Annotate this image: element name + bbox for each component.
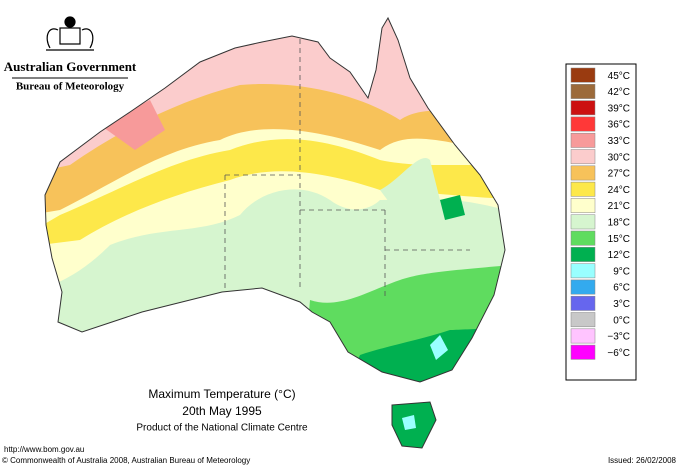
legend-label: 21°C: [608, 201, 630, 212]
legend-swatch: [570, 181, 596, 197]
legend-label: 36°C: [608, 120, 630, 131]
org-subtitle: Bureau of Meteorology: [16, 81, 125, 93]
legend-swatch: [570, 230, 596, 246]
legend-label: 0°C: [613, 315, 630, 326]
legend-label: 30°C: [608, 152, 630, 163]
legend-swatch: [570, 100, 596, 116]
legend-label: 3°C: [613, 299, 630, 310]
legend-label: 12°C: [608, 250, 630, 261]
legend-swatch: [570, 149, 596, 165]
legend: 45°C 42°C 39°C 36°C 33°C 30°C 27°C 24°C 21°C 18°C…: [570, 67, 630, 360]
legend-label: 39°C: [608, 103, 630, 114]
legend-label: 24°C: [608, 185, 630, 196]
legend-swatch: [570, 214, 596, 230]
org-title: Australian Government: [4, 59, 137, 74]
legend-swatch: [570, 84, 596, 99]
legend-swatch: [570, 247, 596, 262]
legend-swatch: [570, 295, 596, 311]
legend-label: 18°C: [608, 217, 630, 228]
legend-label: 6°C: [613, 283, 630, 294]
legend-swatch: [570, 116, 596, 132]
legend-swatch: [570, 312, 596, 328]
emblem: [46, 16, 94, 51]
legend-swatch: [570, 328, 596, 344]
legend-swatch: [570, 198, 596, 213]
legend-label: 9°C: [613, 266, 630, 277]
tasmania-cold: [402, 415, 416, 430]
legend-label: −6°C: [607, 348, 630, 359]
legend-swatch: [570, 132, 596, 148]
legend-swatch: [570, 279, 596, 295]
map-date: 20th May 1995: [182, 404, 262, 418]
legend-label: 45°C: [608, 71, 630, 82]
map-title: Maximum Temperature (°C): [148, 387, 295, 401]
footer-copyright: © Commonwealth of Australia 2008, Austra…: [2, 456, 250, 465]
legend-label: 27°C: [608, 169, 630, 180]
legend-swatch: [570, 263, 596, 279]
footer-issued: Issued: 26/02/2008: [608, 456, 677, 465]
legend-label: 42°C: [608, 87, 630, 98]
footer-url: http://www.bom.gov.au: [4, 445, 84, 454]
legend-label: −3°C: [607, 332, 630, 343]
legend-label: 15°C: [608, 234, 630, 245]
legend-swatch: [570, 165, 596, 181]
legend-label: 33°C: [608, 136, 630, 147]
legend-swatch: [570, 344, 596, 360]
map-product: Product of the National Climate Centre: [136, 423, 308, 434]
legend-swatch: [570, 67, 596, 83]
